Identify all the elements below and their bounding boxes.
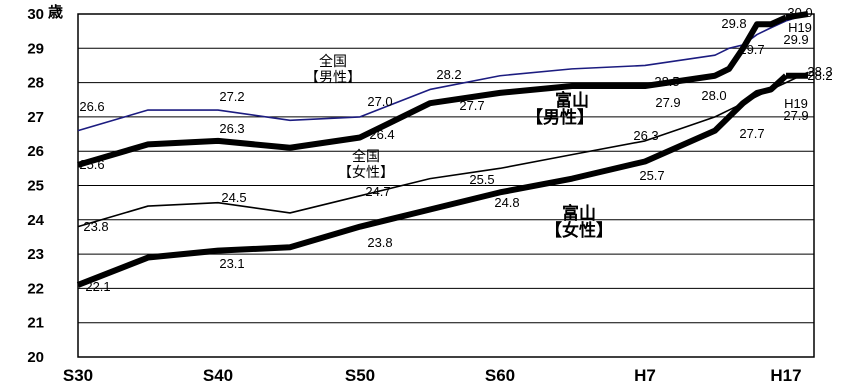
- toyama-male-annotation: 【男性】: [526, 107, 594, 128]
- data-label: 26.3: [219, 121, 244, 136]
- axes: 20 21 22 23 24 25 26 27 28 29 30 歳 S30 S40 S50 S60 H7 H17: [27, 3, 815, 385]
- data-label: 27.9: [783, 108, 808, 123]
- data-label: 24.7: [365, 184, 390, 199]
- series-line: [77, 20, 787, 132]
- x-tick-label: S40: [203, 366, 233, 385]
- series-lines: [76, 11, 809, 288]
- data-label: 26.6: [79, 99, 104, 114]
- y-unit-label: 歳: [48, 3, 63, 21]
- data-label: 23.8: [83, 219, 108, 234]
- x-tick-label: S60: [485, 366, 515, 385]
- data-label: 27.9: [655, 95, 680, 110]
- zenkoku-male-annotation: 【男性】: [305, 70, 361, 86]
- data-label: 26.4: [369, 127, 394, 142]
- data-label: H19: [784, 96, 808, 111]
- annotations: 全国【男性】富山【男性】全国【女性】富山【女性】: [305, 53, 613, 241]
- data-label: 29.9: [783, 32, 808, 47]
- data-label: 28.2: [436, 67, 461, 82]
- toyama-female-annotation: 【女性】: [545, 220, 613, 241]
- x-tick-label: S30: [63, 366, 93, 385]
- data-label: 27.0: [367, 94, 392, 109]
- toyama-male-annotation: 富山: [555, 90, 589, 111]
- grid: [78, 13, 814, 358]
- data-labels: 26.627.2 27.028.2 28.529.830.0H1929.925.62…: [79, 5, 832, 294]
- series-extension: [785, 11, 809, 21]
- x-tick-label: H17: [770, 366, 801, 385]
- y-tick-label: 27: [27, 109, 44, 126]
- plot-frame: [77, 13, 815, 358]
- data-label: 24.8: [494, 195, 519, 210]
- data-label: 23.8: [367, 235, 392, 250]
- data-label: 27.2: [219, 89, 244, 104]
- series-line: [77, 14, 788, 168]
- data-label: 25.5: [469, 172, 494, 187]
- y-tick-label: 20: [27, 349, 44, 366]
- data-label: 28.3: [807, 64, 832, 79]
- toyama-female-annotation: 富山: [562, 203, 596, 224]
- data-label: 28.0: [701, 88, 726, 103]
- y-tick-label: 23: [27, 246, 44, 263]
- y-tick-label: 24: [27, 212, 44, 229]
- y-tick-label: 22: [27, 280, 44, 297]
- data-label: H19: [788, 20, 812, 35]
- data-label: 25.6: [79, 157, 104, 172]
- data-label: 29.8: [721, 16, 746, 31]
- data-label: 23.1: [219, 256, 244, 271]
- data-label: 30.0: [787, 5, 812, 20]
- data-label: 27.7: [459, 98, 484, 113]
- zenkoku-male-annotation: 全国: [319, 53, 347, 70]
- zenkoku-female-annotation: 【女性】: [338, 164, 394, 181]
- data-label: 27.7: [739, 126, 764, 141]
- y-tick-label: 25: [27, 178, 44, 195]
- data-label: 29.7: [739, 42, 764, 57]
- data-label: 25.7: [639, 168, 664, 183]
- x-tick-label: S50: [345, 366, 375, 385]
- data-label: 22.1: [85, 279, 110, 294]
- y-tick-label: 30: [27, 6, 44, 23]
- y-tick-label: 21: [27, 315, 44, 332]
- data-label: 26.3: [633, 128, 658, 143]
- data-label: 24.5: [221, 190, 246, 205]
- y-tick-label: 28: [27, 75, 44, 92]
- x-tick-label: H7: [634, 366, 656, 385]
- data-label: 28.5: [654, 74, 679, 89]
- data-label: 28.2: [807, 68, 832, 83]
- series-line: [76, 73, 789, 288]
- y-tick-label: 26: [27, 143, 44, 160]
- y-tick-label: 29: [27, 40, 44, 57]
- zenkoku-female-annotation: 全国: [352, 148, 380, 165]
